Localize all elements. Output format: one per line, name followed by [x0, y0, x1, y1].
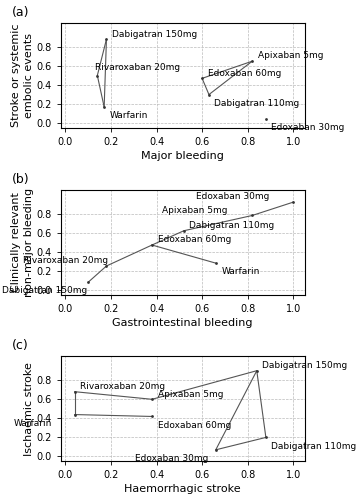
Text: Apixaban 5mg: Apixaban 5mg: [162, 206, 227, 214]
Text: (a): (a): [12, 6, 30, 19]
Text: Warfarin: Warfarin: [221, 267, 260, 276]
Text: Apixaban 5mg: Apixaban 5mg: [258, 52, 323, 60]
Text: Dabigatran 110mg: Dabigatran 110mg: [271, 442, 357, 450]
X-axis label: Haemorrhagic stroke: Haemorrhagic stroke: [125, 484, 241, 494]
Text: Rivaroxaban 20mg: Rivaroxaban 20mg: [80, 382, 165, 391]
Text: Edoxaban 30mg: Edoxaban 30mg: [196, 192, 270, 202]
Text: Edoxaban 30mg: Edoxaban 30mg: [135, 454, 208, 463]
X-axis label: Gastrointestinal bleeding: Gastrointestinal bleeding: [112, 318, 253, 328]
Text: Apixaban 5mg: Apixaban 5mg: [157, 390, 223, 398]
Text: (b): (b): [12, 172, 30, 186]
Text: Edoxaban 60mg: Edoxaban 60mg: [157, 420, 231, 430]
Text: Rivaroxaban 20mg: Rivaroxaban 20mg: [23, 256, 108, 265]
Y-axis label: Stroke or systemic
embolic events: Stroke or systemic embolic events: [10, 24, 34, 128]
Text: Warfarin: Warfarin: [110, 111, 148, 120]
Text: Warfarin: Warfarin: [14, 418, 52, 428]
Text: (c): (c): [12, 339, 29, 352]
X-axis label: Major bleeding: Major bleeding: [141, 151, 224, 161]
Text: Dabigatran 150mg: Dabigatran 150mg: [262, 361, 348, 370]
Text: Dabigatran 150mg: Dabigatran 150mg: [2, 286, 87, 296]
Text: Edoxaban 60mg: Edoxaban 60mg: [208, 68, 281, 78]
Text: Dabigatran 150mg: Dabigatran 150mg: [112, 30, 197, 38]
Y-axis label: Ischaemic stroke: Ischaemic stroke: [24, 362, 34, 456]
Text: Rivaroxaban 20mg: Rivaroxaban 20mg: [95, 63, 180, 72]
Text: Edoxaban 30mg: Edoxaban 30mg: [271, 124, 345, 132]
Text: Dabigatran 110mg: Dabigatran 110mg: [190, 221, 275, 230]
Text: Dabigatran 110mg: Dabigatran 110mg: [215, 98, 300, 108]
Text: Edoxaban 60mg: Edoxaban 60mg: [157, 235, 231, 244]
Y-axis label: Clinically relevant
non-major bleeding: Clinically relevant non-major bleeding: [10, 188, 34, 296]
